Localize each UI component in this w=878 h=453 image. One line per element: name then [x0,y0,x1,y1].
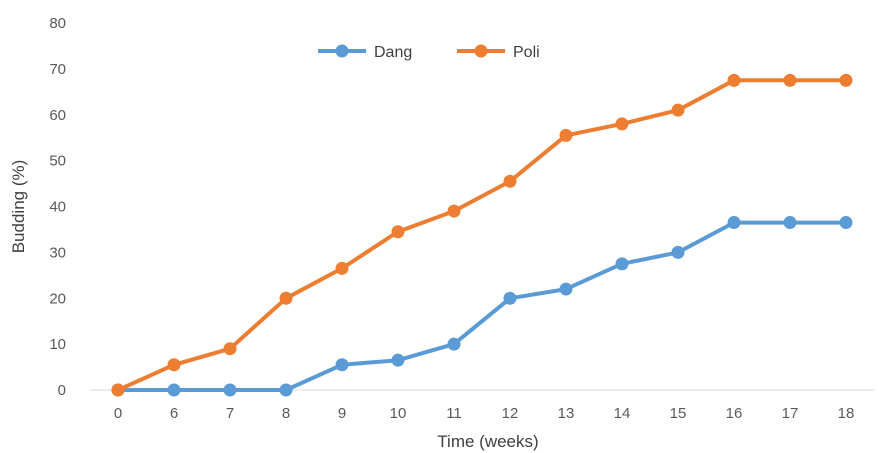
series-line-dang [116,220,848,392]
data-point-dang [279,383,293,397]
series-line-poli [116,78,848,392]
data-point-dang [559,282,573,296]
data-point-dang [727,216,741,230]
data-point-poli [783,73,797,87]
x-tick-label: 16 [726,405,743,422]
data-point-poli [447,204,461,218]
y-axis-tick-labels: 0 10 20 30 40 50 60 70 80 [49,15,66,399]
data-point-dang [615,257,629,271]
data-point-poli [559,128,573,142]
x-tick-label: 11 [446,405,462,422]
data-point-poli [727,73,741,87]
x-tick-label: 10 [390,405,407,422]
data-point-dang [335,358,349,372]
data-point-poli [503,174,517,188]
y-tick-label: 50 [49,153,66,170]
legend: Dang Poli [318,44,540,61]
x-tick-label: 8 [282,405,290,422]
x-tick-label: 9 [338,405,346,422]
x-tick-label: 6 [170,405,178,422]
x-tick-label: 15 [670,405,687,422]
data-point-dang [391,353,405,367]
legend-point-marker [474,44,488,58]
data-point-poli [671,103,685,117]
y-tick-label: 70 [49,61,66,78]
data-point-poli [111,383,125,397]
y-axis-title: Budding (%) [9,160,28,254]
data-point-dang [447,337,461,351]
x-tick-label: 17 [782,405,799,422]
x-tick-label: 14 [614,405,631,422]
x-axis-title: Time (weeks) [437,432,538,451]
data-point-dang [783,216,797,230]
data-point-poli [279,291,293,305]
x-tick-label: 12 [502,405,519,422]
legend-item-poli: Poli [457,44,540,61]
x-tick-label: 13 [558,405,575,422]
y-tick-label: 10 [49,336,66,353]
legend-label: Dang [374,44,412,61]
y-tick-label: 20 [49,290,66,307]
x-tick-label: 7 [226,405,234,422]
y-tick-label: 80 [49,15,66,32]
y-tick-label: 40 [49,199,66,216]
y-tick-label: 30 [49,244,66,261]
legend-label: Poli [513,44,540,61]
data-point-dang [167,383,181,397]
data-point-poli [615,117,629,131]
data-point-poli [335,261,349,275]
data-point-poli [223,342,237,356]
data-point-dang [503,291,517,305]
y-tick-label: 60 [49,107,66,124]
legend-item-dang: Dang [318,44,412,61]
data-point-poli [839,73,853,87]
x-tick-label: 0 [114,405,122,422]
y-tick-label: 0 [58,382,66,399]
data-point-poli [391,225,405,239]
data-point-poli [167,358,181,372]
series-layer [111,73,853,397]
data-point-dang [839,216,853,230]
legend-point-marker [335,44,349,58]
x-tick-label: 18 [838,405,855,422]
data-point-dang [223,383,237,397]
series-poli [111,73,853,397]
x-axis-tick-labels: 0 6 7 8 9 10 11 12 13 14 15 16 17 18 [114,405,855,422]
series-dang [111,216,853,397]
data-point-dang [671,245,685,259]
